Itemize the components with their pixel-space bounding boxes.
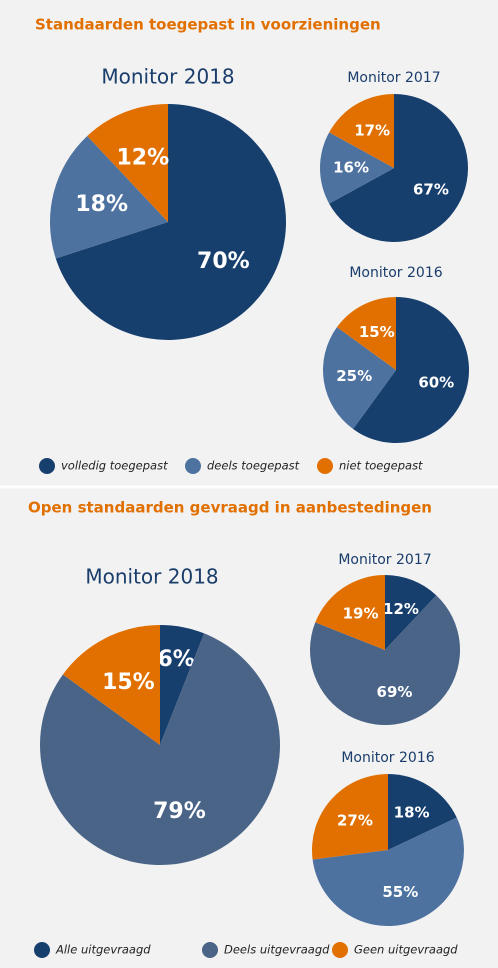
- pie-title: Monitor 2018: [85, 565, 218, 589]
- pie-slice: [388, 774, 457, 850]
- pie-slice: [320, 132, 394, 204]
- pie-slice: [312, 774, 388, 860]
- section-heading: Standaarden toegepast in voorzieningen: [35, 16, 381, 34]
- legend-swatch: [332, 942, 348, 958]
- value-label: 79%: [153, 799, 206, 824]
- value-label: 12%: [383, 600, 419, 618]
- pie-slice: [62, 625, 160, 745]
- pie-slice: [329, 94, 469, 243]
- legend-swatch: [39, 458, 55, 474]
- value-label: 17%: [354, 122, 390, 140]
- value-label: 70%: [197, 249, 250, 274]
- legend-swatch: [317, 458, 333, 474]
- pie-slice: [55, 104, 286, 340]
- pie-slice: [336, 297, 396, 370]
- pie-title: Monitor 2016: [349, 265, 442, 281]
- pie-title: Monitor 2017: [338, 552, 431, 568]
- value-label: 60%: [418, 374, 454, 392]
- legend-swatch: [202, 942, 218, 958]
- value-label: 19%: [343, 605, 379, 623]
- legend-label: Geen uitgevraagd: [354, 943, 458, 957]
- legend-swatch: [34, 942, 50, 958]
- legend-label: niet toegepast: [339, 459, 423, 473]
- value-label: 6%: [158, 647, 195, 672]
- pie-slice: [87, 104, 168, 222]
- pie-title: Monitor 2018: [101, 65, 234, 89]
- value-label: 69%: [377, 683, 413, 701]
- value-label: 15%: [359, 323, 395, 341]
- pie-slice: [50, 135, 169, 259]
- legend-swatch: [185, 458, 201, 474]
- value-label: 16%: [333, 159, 369, 177]
- pie-slice: [39, 633, 280, 866]
- value-label: 18%: [394, 803, 430, 821]
- pie-slice: [160, 625, 205, 745]
- pie-slice: [385, 575, 437, 650]
- legend-label: deels toegepast: [207, 459, 300, 473]
- value-label: 15%: [102, 670, 155, 695]
- pie-slice: [353, 297, 469, 443]
- value-label: 18%: [75, 192, 128, 217]
- section-heading: Open standaarden gevraagd in aanbestedin…: [28, 499, 432, 517]
- pie-title: Monitor 2016: [341, 750, 434, 766]
- pie-slice: [315, 575, 385, 650]
- legend-label: volledig toegepast: [61, 459, 168, 473]
- legend-label: Deels uitgevraagd: [224, 943, 330, 957]
- pie-title: Monitor 2017: [347, 70, 440, 86]
- value-label: 55%: [382, 883, 418, 901]
- pie-slice: [329, 94, 394, 168]
- value-label: 27%: [337, 811, 373, 829]
- value-label: 67%: [413, 180, 449, 198]
- pie-slice: [323, 327, 396, 430]
- legend-label: Alle uitgevraagd: [55, 943, 151, 957]
- value-label: 25%: [336, 367, 372, 385]
- pie-slice: [312, 817, 464, 926]
- value-label: 12%: [116, 145, 169, 170]
- pie-slice: [310, 595, 460, 726]
